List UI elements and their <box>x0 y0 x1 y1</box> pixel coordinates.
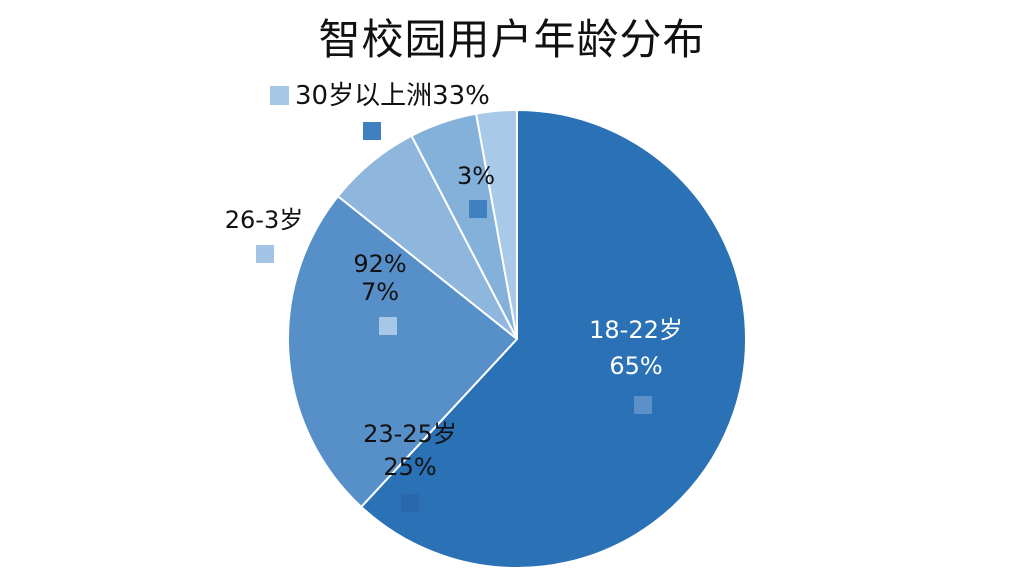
slice-value-label: 7% <box>361 278 399 306</box>
pie-slice <box>474 108 518 340</box>
slice-category-label: 23-25岁 <box>363 420 457 448</box>
slice-marker <box>401 494 419 512</box>
legend-swatch <box>270 86 289 105</box>
slice-value-label: 65% <box>609 352 662 380</box>
chart-title: 智校园用户年龄分布 <box>318 15 706 64</box>
pie-labels: 18-22岁 65% 23-25岁 25% 92%7% 3% 26-3岁 <box>225 122 683 512</box>
slice-marker <box>363 122 381 140</box>
slice-category-label: 18-22岁 <box>589 316 683 344</box>
slice-value-label: 25% <box>383 453 436 481</box>
slice-category-label: 26-3岁 <box>225 206 303 234</box>
pie-slice <box>359 108 747 569</box>
slice-marker <box>634 396 652 414</box>
slice-extra-label: 92% <box>353 250 406 278</box>
legend: 30岁以上洲33% <box>270 81 490 111</box>
slice-marker <box>379 317 397 335</box>
pie-slices <box>287 108 747 569</box>
slice-marker <box>469 200 487 218</box>
slice-marker <box>256 245 274 263</box>
legend-label: 30岁以上洲33% <box>295 81 490 111</box>
slice-value-label: 3% <box>457 162 495 190</box>
pie-slice <box>287 194 519 509</box>
